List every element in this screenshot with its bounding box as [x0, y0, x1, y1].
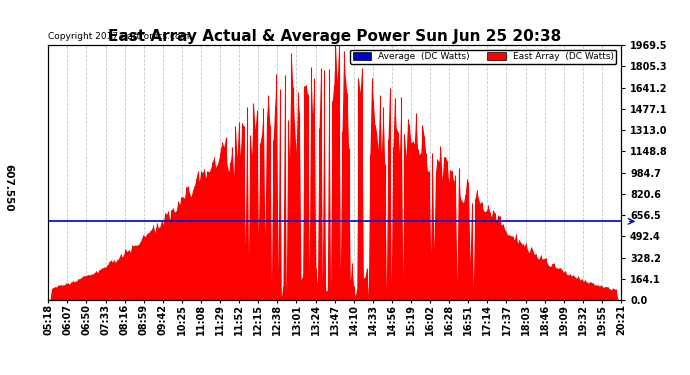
- Text: 607.550: 607.550: [3, 164, 13, 211]
- Legend: Average  (DC Watts), East Array  (DC Watts): Average (DC Watts), East Array (DC Watts…: [350, 50, 616, 64]
- Text: Copyright 2017 Cartronics.com: Copyright 2017 Cartronics.com: [48, 32, 190, 41]
- Title: East Array Actual & Average Power Sun Jun 25 20:38: East Array Actual & Average Power Sun Ju…: [108, 29, 561, 44]
